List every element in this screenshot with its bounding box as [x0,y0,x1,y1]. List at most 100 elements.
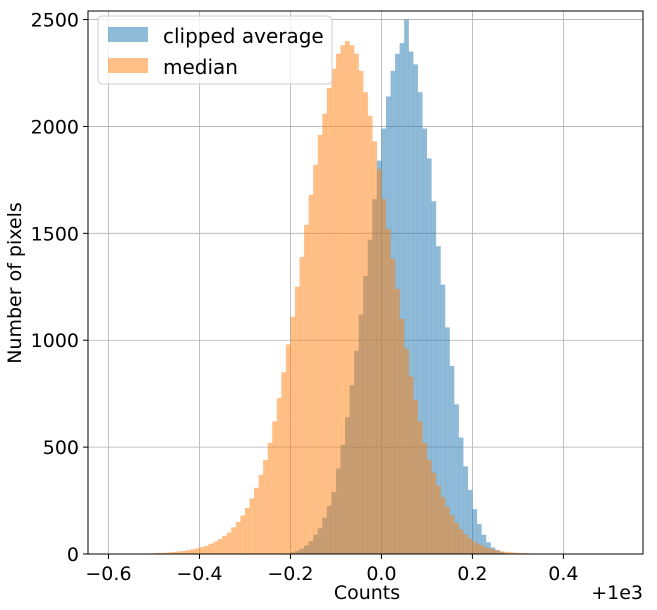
y-axis-ticks: 0 500 1000 1500 2000 2500 [31,10,88,566]
legend-label-clipped-average: clipped average [163,24,324,48]
histogram-bar [458,437,464,554]
histogram-bar [326,87,332,554]
x-axis-ticks: −0.6 −0.4 −0.2 0.0 0.2 0.4 [85,554,578,585]
histogram-bar [254,487,259,554]
histogram-bar [445,506,450,554]
x-axis-offset-label: +1e3 [591,582,643,604]
legend-swatch-clipped-average [108,27,148,42]
histogram-bar [263,459,268,554]
histogram-bar [422,128,428,554]
y-tick-label: 500 [43,437,79,459]
plot-frame [87,10,644,555]
x-tick-label: 0.4 [548,563,578,585]
histogram-bar [422,442,428,554]
histogram-bar [440,284,446,554]
histogram-bar [331,68,337,555]
histogram-bar [208,543,214,554]
histogram-bar [163,552,168,554]
histogram-bar [467,538,473,554]
histogram-bar [454,523,459,554]
histogram-bar [290,316,296,554]
histogram-bar [463,534,469,554]
histogram-bar [381,199,387,555]
histogram-bar [185,550,191,554]
x-tick-label: −0.6 [85,563,131,585]
histogram-bar [294,286,300,554]
histogram-bar [490,549,496,554]
y-tick-label: 2000 [31,116,79,138]
y-tick-label: 2500 [31,10,79,32]
legend-frame [97,15,333,85]
histogram-bar [376,169,382,555]
histogram-bar [508,552,514,554]
histogram-bar [454,404,459,554]
x-tick-label: 0.2 [457,563,487,585]
histogram-bar [417,421,423,554]
histogram-bar [249,498,255,554]
histogram-bar [285,344,291,554]
histogram-bar [513,552,519,554]
histogram-bar [417,92,423,555]
histogram-bar [222,535,227,554]
histogram-bar [463,466,469,554]
histogram-bar [445,327,450,554]
histogram-bar [399,43,405,555]
histogram-bar [436,485,441,554]
histogram-bar [367,115,373,555]
histogram-bar [349,45,355,555]
histogram-bar [240,515,246,554]
histogram-bar [267,442,273,554]
legend-swatch-median [108,58,148,73]
histogram-bar [431,201,437,554]
histogram-bar [194,548,200,554]
histogram-bar [158,552,164,554]
histogram-bar [304,224,309,554]
histogram-bar [181,551,186,554]
histogram-bar [235,521,241,554]
histogram-bar [167,552,173,554]
histogram-bar [317,134,323,554]
histogram-bar [335,53,341,554]
x-tick-label: 0.0 [366,563,396,585]
histogram-bar [395,288,400,554]
y-axis-label: Number of pixels [4,202,26,364]
histogram-bar [413,400,418,554]
histogram-bar [472,509,478,554]
histogram-bar [272,421,277,554]
histogram-bar [299,256,305,554]
x-tick-label: −0.4 [176,563,222,585]
histogram-bar [504,551,509,554]
histogram-bar [472,542,478,554]
histogram-bar [481,546,487,554]
histogram-bar [476,524,482,554]
histogram-bar [408,51,414,555]
series-median [144,40,546,555]
x-axis-label: Counts [334,582,400,604]
histogram-bar [176,551,182,554]
histogram-bar [322,113,327,555]
y-tick-label: 1000 [31,330,79,352]
histogram-bar [226,532,232,554]
histogram-bar [204,545,209,554]
histogram-bar [408,376,414,554]
histogram-bar [467,489,473,554]
histogram-bar [449,515,455,554]
histogram-bar [476,544,482,554]
histogram-bar [199,547,205,554]
histogram-bar [426,459,432,554]
histogram-bar [276,397,282,554]
y-tick-label: 0 [67,544,79,566]
histogram-bar [431,472,437,554]
y-tick-label: 1500 [31,223,79,245]
histogram-bar [458,529,464,554]
histogram-bar [340,45,346,555]
histogram-bar [244,508,250,554]
histogram-bar [390,258,396,554]
histogram-bar [217,539,223,554]
histogram-bar [363,92,368,555]
histogram-bar [449,365,455,554]
histogram-bar [190,549,196,554]
histogram-bar [372,141,378,554]
histogram-bar [426,158,432,554]
